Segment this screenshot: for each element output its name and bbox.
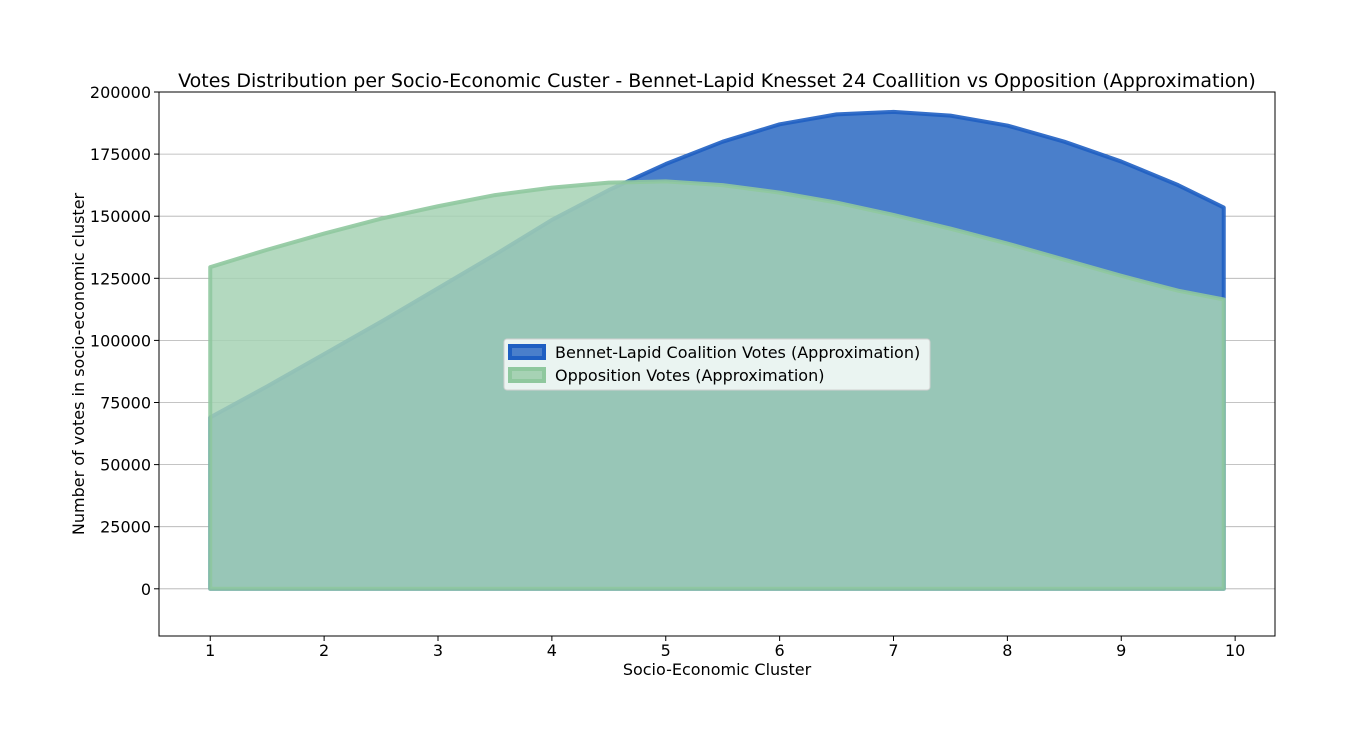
x-tick-label: 6 — [775, 641, 785, 660]
legend-label-coalition: Bennet-Lapid Coalition Votes (Approximat… — [555, 343, 920, 362]
y-tick-label: 25000 — [100, 518, 151, 537]
x-tick-label: 7 — [888, 641, 898, 660]
legend-box — [503, 338, 931, 391]
y-tick-label: 125000 — [90, 269, 151, 288]
x-tick-label: 2 — [319, 641, 329, 660]
x-tick-label: 1 — [205, 641, 215, 660]
x-axis: 1 2 3 4 5 6 7 8 9 10 — [205, 636, 1245, 660]
x-tick-label: 4 — [547, 641, 557, 660]
y-axis: 0 25000 50000 75000 100000 125000 150000 175000… — [90, 83, 159, 599]
y-tick-label: 175000 — [90, 145, 151, 164]
legend-label-opposition: Opposition Votes (Approximation) — [555, 366, 824, 385]
x-tick-label: 8 — [1002, 641, 1012, 660]
y-axis-label: Number of votes in socio-economic cluste… — [69, 192, 88, 535]
y-tick-label: 50000 — [100, 456, 151, 475]
x-axis-label: Socio-Economic Cluster — [623, 660, 812, 679]
chart-title: Votes Distribution per Socio-Economic Cu… — [178, 70, 1256, 92]
y-tick-label: 100000 — [90, 331, 151, 350]
y-tick-label: 200000 — [90, 83, 151, 102]
legend-swatch-coalition — [508, 344, 546, 360]
y-tick-label: 75000 — [100, 394, 151, 413]
legend-swatch-opposition — [508, 367, 546, 383]
x-tick-label: 9 — [1116, 641, 1126, 660]
legend: Bennet-Lapid Coalition Votes (Approximat… — [503, 338, 931, 391]
x-tick-label: 3 — [433, 641, 443, 660]
x-tick-label: 10 — [1225, 641, 1245, 660]
y-tick-label: 0 — [141, 580, 151, 599]
x-tick-label: 5 — [661, 641, 671, 660]
plot-frame — [158, 91, 1276, 637]
y-tick-label: 150000 — [90, 207, 151, 226]
